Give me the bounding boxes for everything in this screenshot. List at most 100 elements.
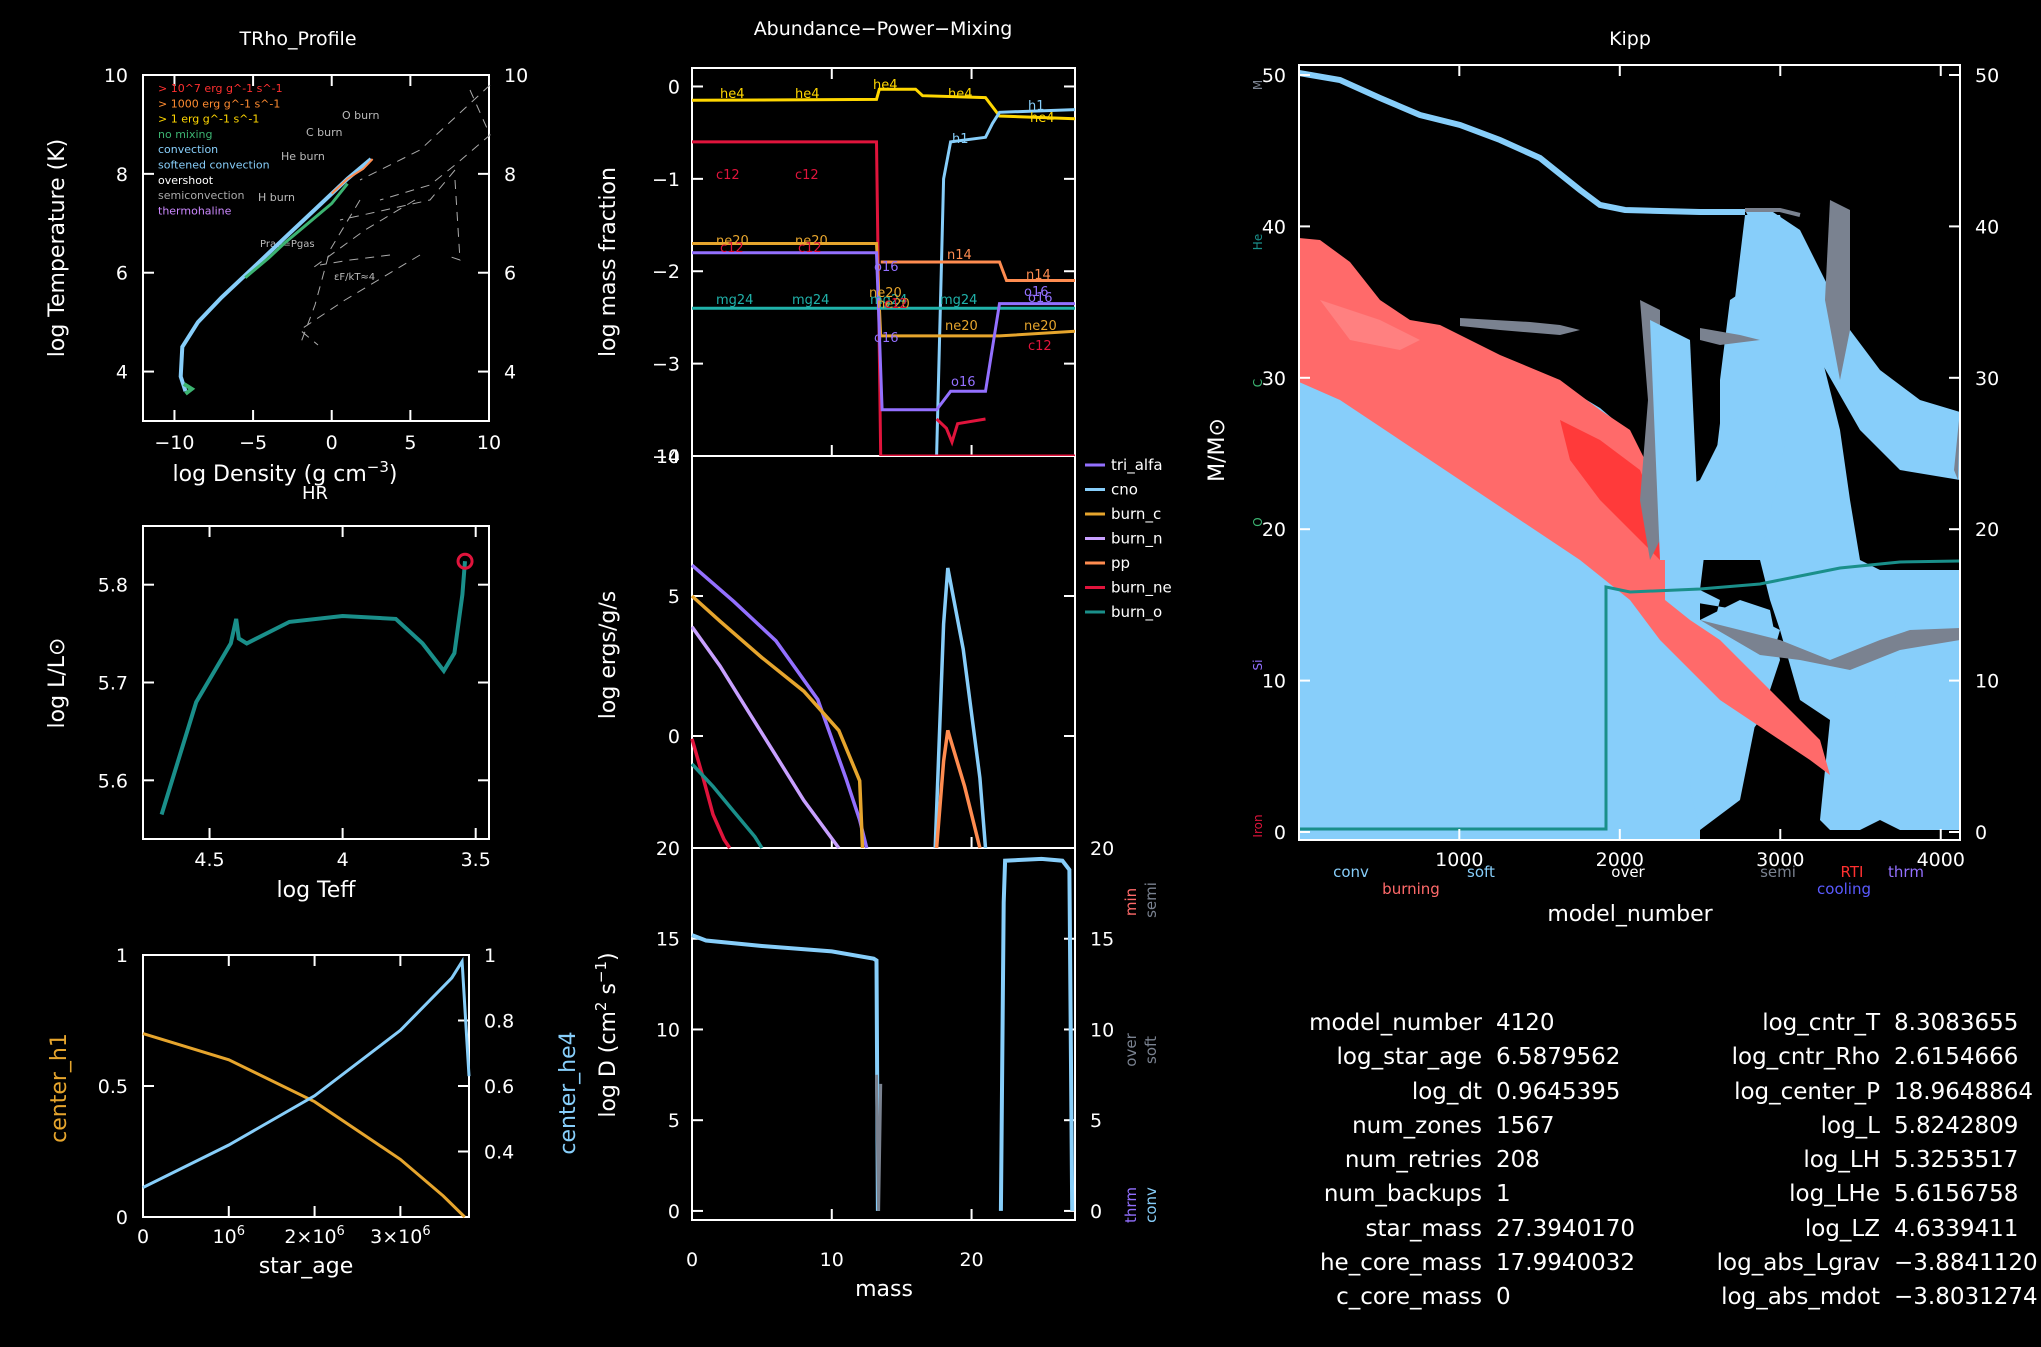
kipp-ytick-right: 40 bbox=[1975, 216, 1999, 238]
stat-key: num_backups bbox=[1323, 1181, 1482, 1208]
abund-label-c12: c12 bbox=[795, 168, 819, 183]
center-xlabel: star_age bbox=[259, 1254, 354, 1279]
stat-key: model_number bbox=[1309, 1010, 1482, 1036]
mixing-side-label: soft bbox=[1142, 1036, 1160, 1064]
hr-track bbox=[159, 561, 467, 816]
abund-ytick: −2 bbox=[652, 261, 680, 283]
center-ytick-left: 0.5 bbox=[98, 1076, 128, 1098]
hr-xtick: 3.5 bbox=[461, 849, 491, 871]
center-ticks: 0 106 2×106 3×106 0 0.5 1 0.4 0.6 0.8 1 bbox=[98, 945, 514, 1248]
abund-label-ne20: ne20 bbox=[869, 286, 902, 301]
center-xtick: 106 bbox=[213, 1224, 245, 1248]
abund-label-ne20: ne20 bbox=[1024, 319, 1057, 334]
stat-value: 1 bbox=[1496, 1181, 1511, 1208]
kipp-ytick-right: 30 bbox=[1975, 368, 1999, 390]
trho-ytick: 6 bbox=[116, 263, 128, 285]
stat-value: 2.6154666 bbox=[1894, 1044, 2019, 1071]
center-ytick-left: 1 bbox=[116, 945, 128, 967]
kipp-ytick: 10 bbox=[1262, 671, 1286, 693]
trho-ytick: 8 bbox=[116, 164, 128, 186]
trho-annot-o: O burn bbox=[342, 109, 379, 122]
hr-current-marker bbox=[456, 552, 474, 570]
stat-value: 5.3253517 bbox=[1894, 1147, 2019, 1174]
stat-row: c_core_mass 0 bbox=[1270, 1280, 1656, 1314]
stat-key: log_abs_mdot bbox=[1721, 1284, 1880, 1311]
mixing-ylabel: log D (cm2 s−1) bbox=[592, 952, 621, 1117]
kipp-side-label: C bbox=[1251, 379, 1265, 387]
stat-key: log_LZ bbox=[1804, 1215, 1880, 1242]
center-series bbox=[142, 956, 471, 1219]
abund-label-ne20: ne20 bbox=[795, 234, 828, 249]
abund-label-he4: he4 bbox=[873, 78, 898, 93]
abund-label-c12: c12 bbox=[1028, 339, 1052, 354]
stat-value: 8.3083655 bbox=[1894, 1010, 2019, 1036]
mixing-ytick: 15 bbox=[656, 929, 680, 951]
stats-left: model_number 4120 log_star_age 6.5879562 log… bbox=[1270, 1006, 1656, 1315]
hr-xtick: 4 bbox=[337, 849, 349, 871]
stat-value: 4.6339411 bbox=[1894, 1215, 2019, 1242]
center-xtick: 3×106 bbox=[370, 1224, 430, 1248]
kipp-ticks: 1000 2000 3000 4000 0 0 10 10 20 20 30 30 40 40 50 50 bbox=[1262, 65, 1999, 871]
stat-row: log_center_P 18.9648864 bbox=[1660, 1075, 2041, 1109]
hr-series bbox=[159, 552, 474, 816]
abund-label-o16: o16 bbox=[951, 375, 976, 390]
stat-value: 5.6156758 bbox=[1894, 1181, 2019, 1208]
trho-legend-item: semiconvection bbox=[158, 189, 244, 202]
mixing-xtick: 0 bbox=[686, 1249, 698, 1271]
kipp-xtick: 2000 bbox=[1596, 849, 1644, 871]
abund-label-n14: n14 bbox=[947, 248, 972, 263]
kipp-bottom-label: semi bbox=[1760, 863, 1796, 881]
stat-key: log_cntr_Rho bbox=[1731, 1044, 1880, 1071]
trho-xtick: 10 bbox=[477, 432, 501, 454]
stat-row: log_LH 5.3253517 bbox=[1660, 1143, 2041, 1177]
trho-xtick: −10 bbox=[154, 432, 194, 454]
trho-annot-he: He burn bbox=[281, 150, 325, 163]
power-line-burn_ne bbox=[690, 738, 732, 849]
stat-value: 18.9648864 bbox=[1894, 1078, 2034, 1105]
kipp-title: Kipp bbox=[1609, 28, 1651, 50]
hr-title: HR bbox=[302, 483, 328, 504]
center-xtick: 2×106 bbox=[284, 1224, 344, 1248]
stat-row: log_L 5.8242809 bbox=[1660, 1109, 2041, 1143]
hr-xtick: 4.5 bbox=[194, 849, 224, 871]
stat-row: he_core_mass 17.9940032 bbox=[1270, 1246, 1656, 1280]
stat-key: log_center_P bbox=[1734, 1078, 1880, 1105]
trho-nomix-seg bbox=[182, 382, 196, 396]
hr-ytick: 5.8 bbox=[98, 575, 128, 597]
power-line-burn_n bbox=[690, 625, 841, 850]
mixing-ytick-right: 0 bbox=[1090, 1201, 1102, 1223]
abund-label-c12: c12 bbox=[798, 241, 822, 256]
stat-key: log_star_age bbox=[1336, 1044, 1482, 1071]
center-ytick-right: 0.8 bbox=[484, 1011, 514, 1033]
stat-row: log_abs_mdot −3.8031274 bbox=[1660, 1280, 2041, 1314]
abund-label-mg24: mg24 bbox=[870, 293, 907, 308]
trho-xtick: −5 bbox=[239, 432, 267, 454]
power-ylabel: log ergs/g/s bbox=[596, 591, 621, 719]
stat-row: log_abs_Lgrav −3.8841120 bbox=[1660, 1246, 2041, 1280]
mixing-line-conv2 bbox=[998, 856, 1075, 1211]
trho-ytick: 4 bbox=[116, 362, 128, 384]
stats-right: log_cntr_T 8.3083655 log_cntr_Rho 2.6154666… bbox=[1660, 1006, 2041, 1315]
stat-row: log_LHe 5.6156758 bbox=[1660, 1177, 2041, 1211]
kipp-ytick: 40 bbox=[1262, 216, 1286, 238]
mixing-line-conv bbox=[691, 933, 880, 1211]
trho-xtick: 0 bbox=[326, 432, 338, 454]
power-legend-label: burn_ne bbox=[1111, 579, 1172, 598]
mixing-series bbox=[691, 856, 1075, 1211]
abund-line-he4 bbox=[692, 87, 1075, 121]
abund-label-he4: he4 bbox=[948, 87, 973, 102]
abund-label-he4: he4 bbox=[1030, 111, 1055, 126]
trho-nomix-seg2 bbox=[244, 182, 349, 279]
abund-label-c12: c12 bbox=[716, 168, 740, 183]
abund-label-he4: he4 bbox=[720, 87, 745, 102]
power-line-pp bbox=[934, 729, 982, 849]
stat-value: 0.9645395 bbox=[1496, 1078, 1621, 1105]
power-series bbox=[690, 563, 988, 850]
mixing-ytick-right: 10 bbox=[1090, 1019, 1114, 1041]
hr-frame bbox=[142, 525, 490, 840]
kipp-ytick-right: 0 bbox=[1975, 822, 1987, 844]
trho-xlabel: log Density (g cm−3) bbox=[173, 458, 398, 487]
stat-value: 0 bbox=[1496, 1284, 1511, 1311]
